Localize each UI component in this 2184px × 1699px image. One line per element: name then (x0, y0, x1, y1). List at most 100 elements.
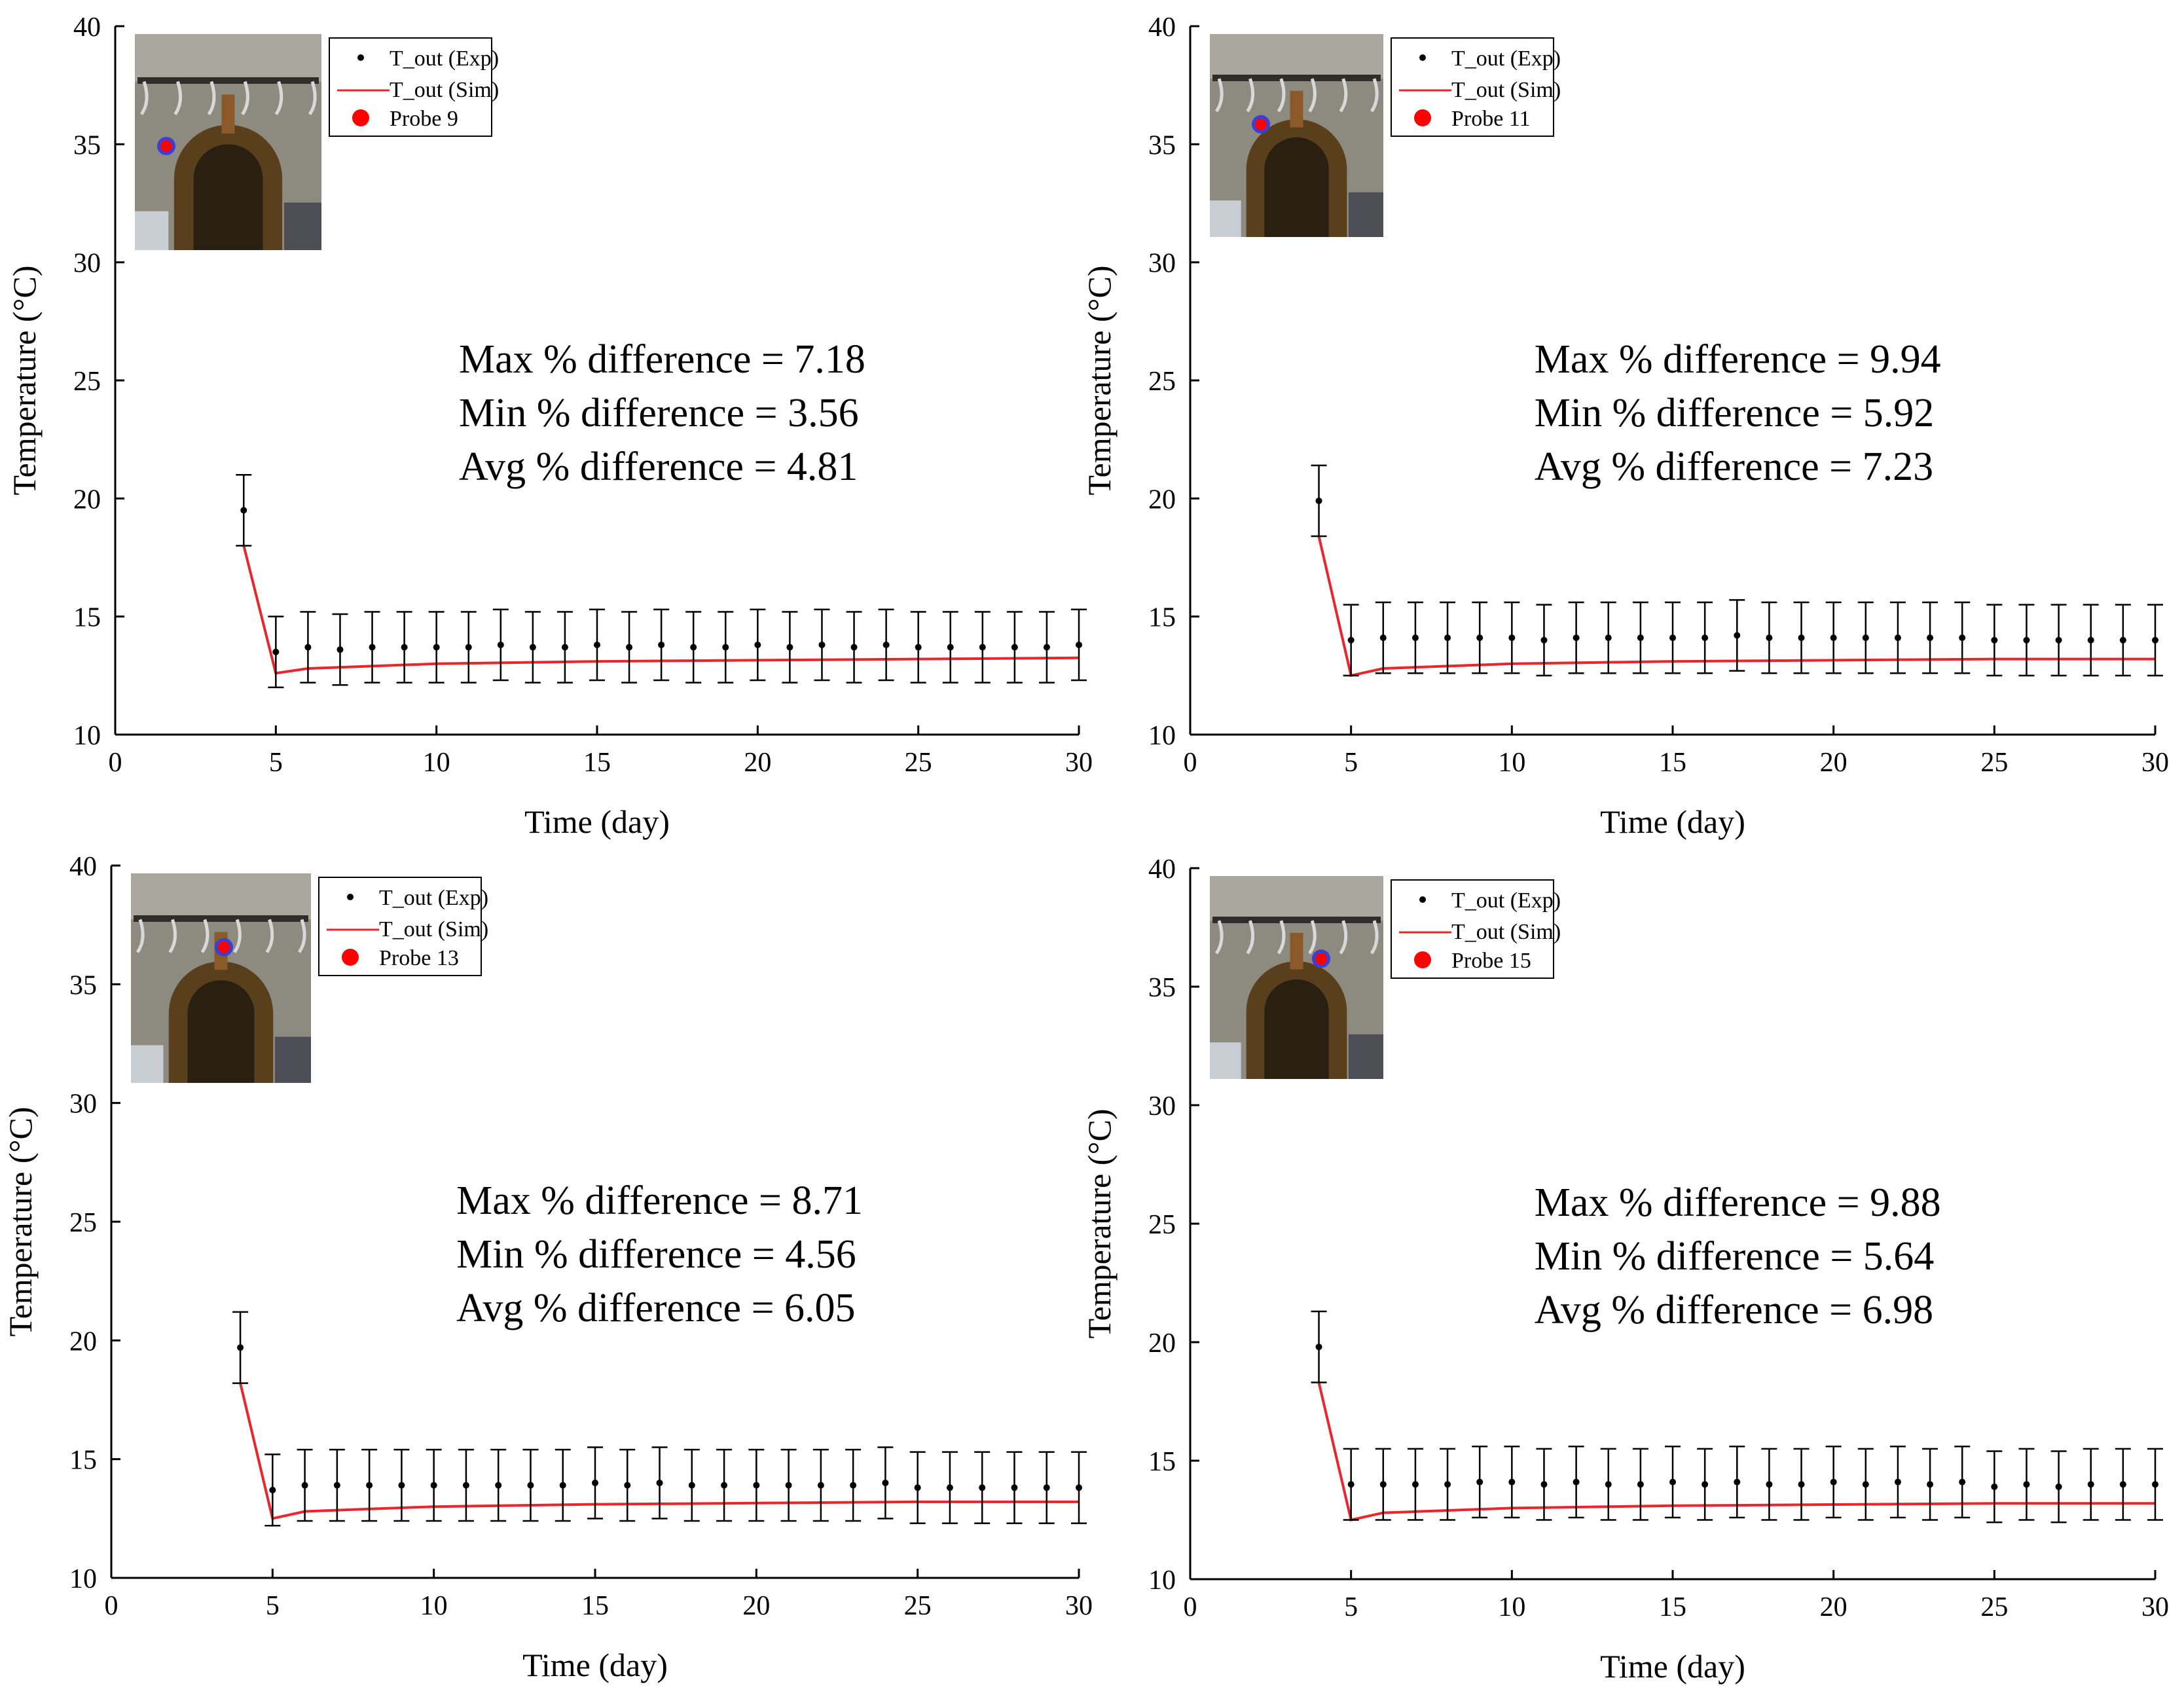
data-point-exp (1734, 632, 1741, 639)
legend-marker-probe (1414, 951, 1431, 968)
photo-cable (1214, 920, 1224, 955)
data-point-exp (754, 641, 761, 648)
data-point-exp (2087, 1481, 2094, 1488)
data-point-exp (366, 1482, 373, 1489)
photo-cable (1370, 920, 1379, 955)
photo-cable (200, 919, 209, 953)
photo-cable (173, 81, 183, 116)
data-point-exp (979, 644, 986, 651)
photo-ceiling (131, 873, 311, 920)
y-tick-label: 25 (1148, 367, 1176, 397)
annotation-text: Avg % difference = 6.98 (1535, 1288, 1933, 1332)
x-tick-label: 0 (109, 748, 122, 778)
data-point-exp (785, 1482, 792, 1489)
photo-ceiling (1210, 876, 1383, 921)
x-tick-label: 20 (742, 1591, 770, 1621)
data-point-exp (1508, 1478, 1516, 1486)
data-point-exp (688, 1482, 695, 1489)
y-tick-label: 10 (73, 721, 101, 751)
photo-duct (1290, 932, 1303, 970)
annotation-text: Max % difference = 9.88 (1535, 1180, 1941, 1225)
legend-label-sim: T_out (Sim) (1451, 78, 1561, 102)
photo-pipe (137, 77, 319, 84)
data-point-exp (882, 1479, 889, 1486)
y-tick-label: 20 (73, 484, 101, 515)
annotation-text: Min % difference = 5.92 (1535, 391, 1935, 435)
annotation-text: Min % difference = 3.56 (459, 391, 859, 435)
annotation-text: Min % difference = 4.56 (456, 1232, 856, 1277)
photo-equipment (1210, 200, 1241, 237)
x-tick-label: 30 (2141, 1592, 2169, 1622)
y-tick-label: 40 (73, 12, 101, 43)
data-point-exp (624, 1482, 631, 1489)
y-axis-label: Temperature (°C) (6, 265, 43, 495)
data-point-exp (1444, 634, 1451, 642)
photo-pipe (1212, 917, 1381, 923)
x-axis-label: Time (day) (1600, 803, 1745, 840)
photo-duct (221, 94, 235, 134)
x-tick-label: 5 (1344, 1592, 1358, 1622)
data-point-exp (559, 1482, 566, 1489)
data-point-exp (1830, 1478, 1837, 1486)
legend-marker-exp (357, 54, 364, 61)
data-point-exp (1959, 634, 1966, 642)
photo-cable (139, 81, 149, 116)
data-point-exp (369, 644, 376, 651)
data-point-exp (1476, 1478, 1483, 1486)
data-point-exp (1959, 1478, 1966, 1486)
tunnel-photo-icon (1210, 876, 1383, 1079)
legend-marker-exp (1419, 54, 1426, 61)
data-point-exp (1347, 636, 1355, 644)
data-point-exp (1540, 1481, 1548, 1488)
data-point-exp (947, 644, 954, 651)
tunnel-photo-icon (1210, 34, 1383, 237)
data-point-exp (850, 644, 858, 651)
data-point-exp (914, 1484, 921, 1491)
photo-equipment (1349, 192, 1383, 237)
data-point-exp (2119, 1481, 2126, 1488)
photo-cable (1214, 78, 1224, 113)
legend-marker-exp (1419, 896, 1426, 903)
data-point-exp (1076, 1484, 1082, 1491)
x-tick-label: 10 (1498, 1592, 1525, 1622)
data-point-exp (850, 1482, 857, 1489)
photo-cable (1277, 78, 1286, 113)
data-point-exp (495, 1482, 502, 1489)
data-point-exp (1734, 1478, 1741, 1486)
probe-dot-marker (1255, 118, 1267, 130)
data-point-exp (1798, 1481, 1805, 1488)
legend-label-probe: Probe 11 (1451, 107, 1531, 131)
photo-ceiling (135, 34, 321, 82)
photo-tunnel-interior (1264, 979, 1329, 1079)
legend-label-probe: Probe 9 (390, 107, 458, 131)
legend-label-sim: T_out (Sim) (379, 917, 488, 941)
data-point-exp (1798, 634, 1805, 642)
y-tick-label: 40 (1148, 854, 1176, 885)
y-tick-label: 40 (1148, 12, 1176, 43)
photo-tunnel-interior (1264, 137, 1329, 237)
data-point-exp (1444, 1481, 1451, 1488)
data-point-exp (721, 1482, 728, 1489)
x-tick-label: 15 (583, 748, 611, 778)
photo-cable (207, 81, 216, 116)
legend-marker-probe (342, 949, 359, 966)
data-point-exp (1573, 1478, 1580, 1486)
photo-equipment (1349, 1034, 1383, 1079)
y-axis-label: Temperature (°C) (1081, 265, 1118, 495)
x-tick-label: 15 (1659, 748, 1686, 778)
annotation-text: Max % difference = 9.94 (1535, 337, 1941, 382)
data-point-exp (497, 641, 504, 648)
data-point-exp (1076, 641, 1082, 648)
photo-equipment (284, 202, 321, 250)
data-point-exp (1862, 634, 1869, 642)
annotation-text: Avg % difference = 7.23 (1535, 445, 1933, 489)
data-point-exp (1508, 634, 1516, 642)
data-point-exp (1605, 634, 1612, 642)
photo-cable (297, 919, 306, 953)
data-point-exp (1991, 636, 1998, 644)
photo-pipe (1212, 75, 1381, 81)
data-point-exp (915, 644, 922, 651)
x-tick-label: 20 (1820, 748, 1847, 778)
photo-cable (1370, 78, 1379, 113)
data-point-exp (240, 507, 247, 514)
